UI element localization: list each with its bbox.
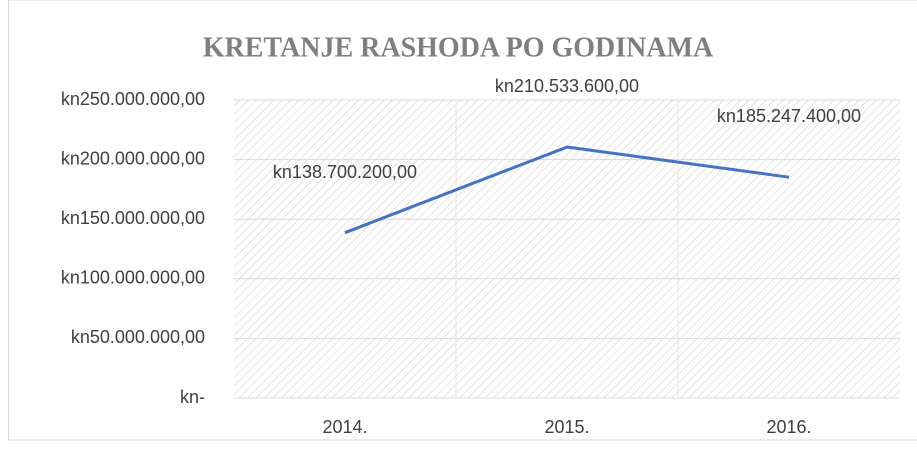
chart-border (8, 0, 917, 441)
chart-title: KRETANJE RASHODA PO GODINAMA (203, 32, 714, 63)
x-tick-label: 2014. (322, 417, 367, 437)
x-tick-label: 2016. (766, 417, 811, 437)
y-tick-label: kn50.000.000,00 (71, 327, 205, 347)
y-tick-label: kn- (180, 387, 205, 407)
x-tick-label: 2015. (544, 417, 589, 437)
data-label: kn210.533.600,00 (494, 76, 640, 97)
y-tick-label: kn250.000.000,00 (61, 89, 205, 109)
data-label: kn138.700.200,00 (272, 161, 418, 182)
y-tick-label: kn100.000.000,00 (61, 268, 205, 288)
data-label: kn185.247.400,00 (716, 106, 862, 127)
data-line (344, 145, 790, 235)
y-tick-label: kn150.000.000,00 (61, 208, 205, 228)
y-tick-label: kn200.000.000,00 (61, 148, 205, 168)
plot-area (234, 100, 900, 398)
